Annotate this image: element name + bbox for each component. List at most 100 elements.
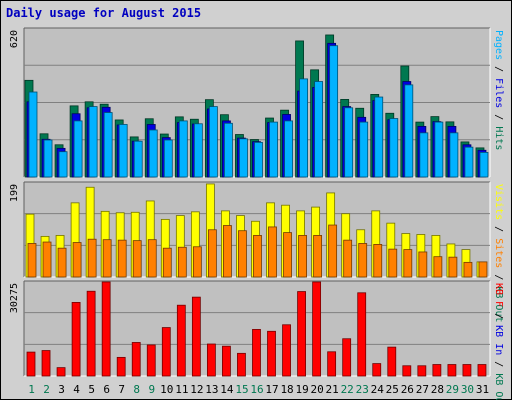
sites-bar [298, 235, 307, 278]
day-labels: 1 2 3 4 5 6 7 8 9 10 11 12 13 14 15 16 17 18 19 20 21 22 23 24 2… [0, 383, 512, 397]
pages-bar [389, 118, 399, 178]
pages-bar [58, 151, 68, 178]
day-label: 13 [205, 383, 219, 396]
day-label: 11 [175, 383, 189, 396]
pages-bar [284, 120, 293, 178]
pages-bar [344, 107, 354, 178]
kb-bar [342, 338, 352, 377]
day-label: 22 [340, 383, 354, 396]
day-label: 16 [250, 383, 264, 396]
pages-bar [464, 146, 474, 178]
sites-bar [403, 249, 413, 278]
legend-entry: / [493, 268, 504, 286]
pages-bar [269, 121, 278, 178]
kb-bar [191, 296, 201, 377]
sites-bar [283, 232, 292, 278]
sites-bar [328, 224, 338, 278]
chart-title: Daily usage for August 2015 [6, 6, 202, 20]
pages-bar [359, 121, 369, 178]
kb-bar [116, 356, 126, 377]
sites-bar [223, 225, 232, 278]
pages-bar [28, 91, 38, 178]
pages-bar [329, 45, 339, 178]
kb-bar [71, 302, 81, 377]
panel-3-axis-max-label: 30275 [9, 283, 20, 313]
legend-entry: Pages [493, 30, 504, 60]
pages-bar [239, 138, 248, 178]
day-label: 24 [370, 383, 384, 396]
kb-bar [312, 281, 322, 377]
kb-bar [477, 364, 487, 377]
panel-1-legend: Pages / Files / Hits [493, 30, 504, 150]
pages-bar [449, 132, 459, 178]
legend-entry: / [493, 355, 504, 373]
day-label: 28 [430, 383, 444, 396]
day-label: 2 [43, 383, 50, 396]
day-label: 17 [265, 383, 279, 396]
sites-bar [388, 248, 398, 278]
sites-bar [343, 239, 353, 278]
legend-entry: Sites [493, 238, 504, 268]
sites-bar [72, 242, 82, 278]
sites-bar [418, 251, 428, 278]
day-label: 9 [148, 383, 156, 396]
kb-bar [327, 351, 337, 377]
day-label: 19 [295, 383, 309, 396]
sites-bar [358, 243, 368, 278]
pages-bar [43, 139, 53, 178]
legend-entry: KB F [493, 283, 504, 307]
legend-entry: KB In [493, 325, 504, 355]
sites-bar [207, 229, 217, 278]
panel-1-axis-max-label: 620 [9, 30, 20, 48]
kb-bar [417, 365, 427, 377]
kb-bar [447, 364, 457, 377]
legend-entry: / [493, 307, 504, 325]
kb-bar [86, 290, 96, 377]
kb-bar [222, 345, 231, 377]
sites-bar [373, 244, 383, 278]
pages-bar [314, 81, 324, 178]
pages-bar [479, 152, 489, 178]
kb-bar [146, 344, 156, 377]
day-label: 7 [118, 383, 126, 396]
kb-bar [432, 364, 442, 377]
day-label: 29 [445, 383, 460, 396]
day-label: 14 [220, 383, 234, 396]
kb-bar [26, 351, 36, 377]
kb-bar [297, 291, 306, 377]
sites-bar [238, 230, 247, 278]
day-label: 4 [73, 383, 80, 396]
day-label: 6 [103, 383, 110, 396]
day-label: 27 [415, 383, 429, 396]
kb-bar [131, 342, 141, 377]
day-label: 12 [190, 383, 204, 396]
sites-bar [268, 226, 277, 278]
day-label: 1 [28, 383, 35, 396]
sites-bar [117, 239, 127, 278]
kb-bar [101, 281, 111, 377]
day-label: 26 [400, 383, 414, 396]
day-label: 25 [385, 383, 399, 396]
legend-entry: Hits [493, 126, 504, 150]
day-label: 20 [310, 383, 324, 396]
pages-bar [224, 122, 233, 178]
pages-bar [419, 132, 429, 178]
pages-bar [254, 141, 263, 178]
sites-bar [162, 247, 172, 278]
day-label: 10 [160, 383, 174, 396]
day-label: 5 [88, 383, 95, 396]
day-label: 30 [460, 383, 475, 396]
panel-2-axis-max-label: 199 [9, 184, 20, 202]
kb-bar [372, 363, 382, 377]
kb-bar [267, 330, 276, 377]
pages-bar [434, 121, 444, 178]
kb-bar [357, 292, 367, 377]
sites-bar [478, 261, 488, 278]
legend-entry: / [493, 60, 504, 78]
sites-bar [57, 247, 67, 278]
pages-bar [133, 140, 143, 178]
day-label: 8 [133, 383, 141, 396]
pages-bar [148, 129, 158, 178]
panel-2-legend: Visits / Sites / KB Out [493, 184, 504, 322]
